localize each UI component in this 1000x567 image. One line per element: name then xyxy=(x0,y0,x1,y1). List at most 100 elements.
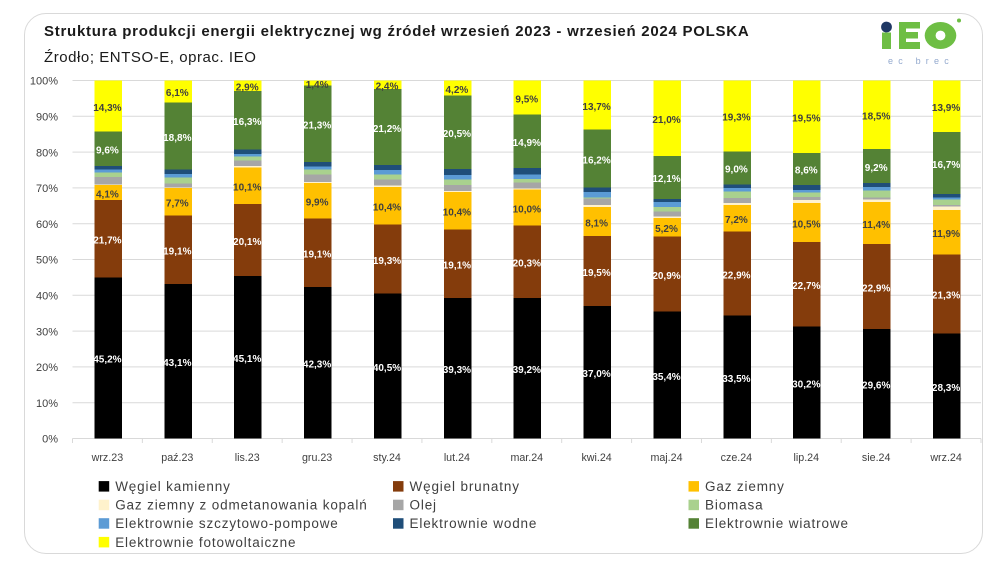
svg-text:10,4%: 10,4% xyxy=(443,208,471,219)
svg-text:19,1%: 19,1% xyxy=(443,260,471,271)
svg-text:10%: 10% xyxy=(36,398,58,410)
svg-text:90%: 90% xyxy=(36,112,58,124)
svg-text:5,2%: 5,2% xyxy=(655,224,678,235)
svg-text:wrz.23: wrz.23 xyxy=(91,452,124,464)
svg-text:8,6%: 8,6% xyxy=(795,166,818,177)
svg-text:11,4%: 11,4% xyxy=(862,220,890,231)
svg-text:21,3%: 21,3% xyxy=(932,291,960,302)
svg-text:8,1%: 8,1% xyxy=(585,218,608,229)
svg-text:20,3%: 20,3% xyxy=(513,259,541,270)
svg-text:60%: 60% xyxy=(36,219,58,231)
svg-text:0%: 0% xyxy=(42,434,58,446)
svg-text:Gaz ziemny z odmetanowania kop: Gaz ziemny z odmetanowania kopalń xyxy=(115,498,367,513)
svg-text:10,4%: 10,4% xyxy=(373,203,401,214)
svg-text:Biomasa: Biomasa xyxy=(705,498,763,513)
svg-text:35,4%: 35,4% xyxy=(652,372,680,383)
svg-text:100%: 100% xyxy=(30,76,58,88)
svg-text:19,5%: 19,5% xyxy=(582,268,610,279)
svg-text:21,7%: 21,7% xyxy=(93,235,121,246)
svg-text:70%: 70% xyxy=(36,183,58,195)
svg-text:9,9%: 9,9% xyxy=(306,197,329,208)
svg-text:lut.24: lut.24 xyxy=(444,452,470,464)
svg-text:39,2%: 39,2% xyxy=(513,365,541,376)
svg-text:10,0%: 10,0% xyxy=(513,204,541,215)
svg-text:Węgiel brunatny: Węgiel brunatny xyxy=(410,479,520,494)
svg-text:6,1%: 6,1% xyxy=(166,88,189,99)
svg-text:wrz.24: wrz.24 xyxy=(929,452,962,464)
svg-text:13,9%: 13,9% xyxy=(932,103,960,114)
svg-text:2,4%: 2,4% xyxy=(376,82,399,93)
svg-text:Olej: Olej xyxy=(410,498,437,513)
svg-text:19,3%: 19,3% xyxy=(373,256,401,267)
svg-text:19,1%: 19,1% xyxy=(303,249,331,260)
svg-text:22,9%: 22,9% xyxy=(862,283,890,294)
svg-text:13,7%: 13,7% xyxy=(582,102,610,113)
svg-text:Gaz ziemny: Gaz ziemny xyxy=(705,479,785,494)
svg-text:19,3%: 19,3% xyxy=(722,113,750,124)
svg-text:30%: 30% xyxy=(36,326,58,338)
svg-text:Elektrownie fotowoltaiczne: Elektrownie fotowoltaiczne xyxy=(115,535,296,550)
svg-text:lis.23: lis.23 xyxy=(235,452,260,464)
svg-text:10,5%: 10,5% xyxy=(792,219,820,230)
svg-text:sie.24: sie.24 xyxy=(862,452,891,464)
svg-text:20,5%: 20,5% xyxy=(443,129,471,140)
svg-text:21,3%: 21,3% xyxy=(303,121,331,132)
svg-text:cze.24: cze.24 xyxy=(721,452,753,464)
svg-text:28,3%: 28,3% xyxy=(932,383,960,394)
svg-text:maj.24: maj.24 xyxy=(650,452,682,464)
svg-text:37,0%: 37,0% xyxy=(582,369,610,380)
svg-text:lip.24: lip.24 xyxy=(794,452,820,464)
svg-text:9,6%: 9,6% xyxy=(96,145,119,156)
svg-text:Elektrownie wodne: Elektrownie wodne xyxy=(410,516,538,531)
svg-text:39,3%: 39,3% xyxy=(443,365,471,376)
svg-text:4,1%: 4,1% xyxy=(96,189,119,200)
svg-text:80%: 80% xyxy=(36,147,58,159)
svg-text:paź.23: paź.23 xyxy=(161,452,193,464)
svg-text:40,5%: 40,5% xyxy=(373,363,401,374)
svg-text:33,5%: 33,5% xyxy=(722,374,750,385)
svg-text:Elektrownie szczytowo-pompowe: Elektrownie szczytowo-pompowe xyxy=(115,516,338,531)
svg-text:12,1%: 12,1% xyxy=(652,174,680,185)
svg-text:Węgiel kamienny: Węgiel kamienny xyxy=(115,479,231,494)
svg-text:10,1%: 10,1% xyxy=(233,183,261,194)
svg-text:14,3%: 14,3% xyxy=(93,103,121,114)
svg-text:30,2%: 30,2% xyxy=(792,379,820,390)
svg-text:mar.24: mar.24 xyxy=(510,452,543,464)
svg-text:Elektrownie wiatrowe: Elektrownie wiatrowe xyxy=(705,516,849,531)
svg-text:40%: 40% xyxy=(36,291,58,303)
svg-text:sty.24: sty.24 xyxy=(373,452,401,464)
svg-text:18,8%: 18,8% xyxy=(163,133,191,144)
svg-text:19,5%: 19,5% xyxy=(792,113,820,124)
svg-text:ec brec: ec brec xyxy=(888,56,954,66)
svg-text:9,0%: 9,0% xyxy=(725,165,748,176)
svg-text:gru.23: gru.23 xyxy=(302,452,332,464)
svg-text:14,9%: 14,9% xyxy=(513,138,541,149)
svg-text:19,1%: 19,1% xyxy=(163,247,191,258)
svg-text:50%: 50% xyxy=(36,255,58,267)
svg-text:45,1%: 45,1% xyxy=(233,354,261,365)
svg-text:1,4%: 1,4% xyxy=(306,80,329,91)
svg-text:29,6%: 29,6% xyxy=(862,381,890,392)
svg-text:7,7%: 7,7% xyxy=(166,199,189,210)
svg-text:42,3%: 42,3% xyxy=(303,359,331,370)
svg-text:43,1%: 43,1% xyxy=(163,358,191,369)
svg-text:20,1%: 20,1% xyxy=(233,237,261,248)
svg-text:kwi.24: kwi.24 xyxy=(581,452,611,464)
svg-text:4,2%: 4,2% xyxy=(446,85,469,96)
svg-text:9,2%: 9,2% xyxy=(865,163,888,174)
svg-text:45,2%: 45,2% xyxy=(93,355,121,366)
svg-text:22,9%: 22,9% xyxy=(722,270,750,281)
svg-text:20%: 20% xyxy=(36,362,58,374)
svg-text:21,0%: 21,0% xyxy=(652,115,680,126)
svg-text:16,7%: 16,7% xyxy=(932,160,960,171)
svg-text:7,2%: 7,2% xyxy=(725,215,748,226)
svg-text:16,3%: 16,3% xyxy=(233,117,261,128)
svg-text:18,5%: 18,5% xyxy=(862,112,890,123)
svg-text:11,9%: 11,9% xyxy=(932,229,960,240)
svg-text:21,2%: 21,2% xyxy=(373,124,401,135)
svg-text:16,2%: 16,2% xyxy=(582,155,610,166)
svg-text:2,9%: 2,9% xyxy=(236,83,259,94)
svg-text:22,7%: 22,7% xyxy=(792,281,820,292)
svg-text:20,9%: 20,9% xyxy=(652,271,680,282)
svg-text:9,5%: 9,5% xyxy=(515,94,538,105)
